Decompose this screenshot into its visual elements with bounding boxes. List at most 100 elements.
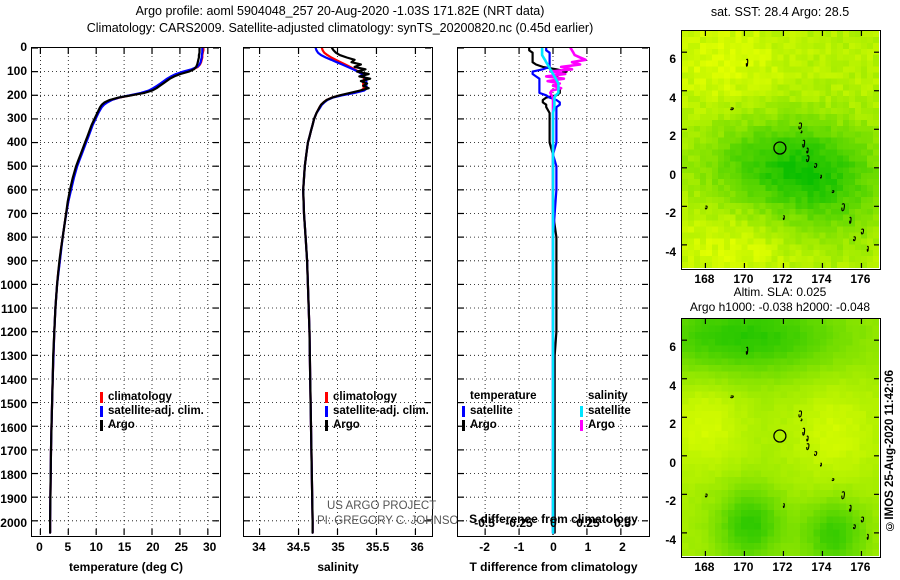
depth-tick-label: 200 [6, 87, 27, 102]
legend-item: Argo [580, 418, 631, 432]
sla-map-lat-ticks: 6 4 2 0 -2 -4 [650, 318, 681, 558]
legend-color-swatch [100, 391, 103, 403]
legend-column: salinity satellite Argo [580, 390, 631, 432]
legend-item: satellite [462, 404, 536, 418]
temperature-xticks: 0 5 10 15 20 25 30 [31, 539, 221, 555]
temperature-axis-label: temperature (deg C) [68, 560, 184, 574]
depth-tick-label: 700 [6, 206, 27, 221]
difference-profile-plot [457, 47, 650, 537]
legend-color-swatch [100, 419, 103, 431]
legend-color-swatch [100, 405, 103, 417]
legend-color-swatch [462, 419, 465, 431]
map-lat-tick: 0 [669, 455, 676, 470]
imos-watermark: ©IMOS 25-Aug-2020 11:42:06 [884, 370, 896, 532]
map-lon-tick: 176 [850, 272, 871, 286]
legend-label: satellite [470, 405, 513, 417]
depth-tick-label: 400 [6, 135, 27, 150]
axis-tick-label: 0 [550, 540, 557, 554]
sla-map-svg [682, 319, 879, 556]
salinity-legend: climatology satellite-adj. clim. Argo [325, 390, 429, 432]
legend-item: climatology [100, 390, 204, 404]
tdiff-axis-label: T difference from climatology [469, 560, 638, 574]
tdiff-xticks: -2 -1 0 1 2 [457, 539, 650, 555]
axis-tick-label: 2 [619, 540, 626, 554]
sla-map[interactable] [681, 318, 881, 558]
sla-map-coastlines [682, 319, 879, 556]
axis-tick-label: 1 [584, 540, 592, 554]
temperature-legend: climatology satellite-adj. clim. Argo [100, 390, 204, 432]
temperature-gridlines [32, 48, 219, 535]
map-lon-tick: 172 [772, 560, 793, 574]
difference-legend: temperature satellite Argo salinity satellit… [462, 390, 652, 436]
sla-map-title: Argo h1000: -0.038 h2000: -0.048 [689, 300, 871, 314]
salinity-plot-svg [244, 48, 431, 535]
legend-color-swatch [325, 391, 328, 403]
map-lat-tick: 4 [669, 378, 676, 393]
map-lat-tick: 6 [669, 340, 676, 355]
axis-tick-label: -0.25 [505, 516, 533, 530]
legend-item: Argo [325, 418, 429, 432]
legend-item: Argo [100, 418, 204, 432]
depth-tick-label: 900 [6, 254, 27, 269]
temperature-profile-plot [31, 47, 221, 537]
map-lat-tick: -4 [665, 244, 676, 259]
map-lat-tick: 2 [669, 417, 676, 432]
map-lat-tick: 4 [669, 90, 676, 105]
map-lon-tick: 176 [850, 560, 871, 574]
depth-tick-label: 100 [6, 63, 27, 78]
sst-map-cells [682, 31, 879, 268]
depth-tick-label: 1700 [0, 444, 27, 459]
depth-tick-label: 500 [6, 158, 27, 173]
map-lon-tick: 170 [733, 272, 754, 286]
sla-map-cells [682, 319, 879, 556]
map-lat-tick: -2 [665, 494, 676, 509]
axis-tick-label: 0.5 [614, 516, 631, 530]
map-lat-tick: 2 [669, 129, 676, 144]
axis-tick-label: -2 [479, 540, 490, 554]
map-lat-tick: -4 [665, 532, 676, 547]
depth-tick-label: 1800 [0, 468, 27, 483]
salinity-gridlines [244, 48, 431, 535]
map-lon-tick: 172 [772, 272, 793, 286]
temperature-plot-svg [32, 48, 219, 535]
legend-color-swatch [325, 405, 328, 417]
depth-tick-label: 600 [6, 182, 27, 197]
depth-tick-label: 2000 [0, 515, 27, 530]
difference-plot-svg [458, 48, 648, 535]
float-position-marker-sla [773, 429, 787, 443]
legend-column: temperature satellite Argo [462, 390, 536, 432]
axis-tick-label: 34.5 [286, 540, 311, 554]
sla-map-lon-ticks: 168 170 172 174 176 [681, 560, 881, 576]
main-title-line2: Climatology: CARS2009. Satellite-adjuste… [86, 21, 594, 35]
axis-tick-label: 25 [174, 540, 188, 554]
depth-tick-label: 800 [6, 230, 27, 245]
main-title-line1: Argo profile: aoml 5904048_257 20-Aug-20… [135, 4, 545, 18]
project-credit-line2: PI: GREGORY C. JOHNSON [317, 515, 467, 527]
legend-label: satellite-adj. clim. [333, 405, 429, 417]
axis-tick-label: 5 [64, 540, 72, 554]
axis-tick-label: -1 [513, 540, 525, 554]
legend-color-swatch [325, 419, 328, 431]
legend-label: Argo [470, 419, 497, 431]
axis-tick-label: 0 [36, 540, 43, 554]
sst-map[interactable] [681, 30, 881, 270]
map-lat-tick: 6 [669, 52, 676, 67]
axis-tick-label: 20 [146, 540, 160, 554]
axis-tick-label: -0.5 [474, 516, 495, 530]
depth-tick-label: 300 [6, 111, 27, 126]
legend-column-header: salinity [588, 390, 628, 402]
map-lat-tick: -2 [665, 206, 676, 221]
legend-column-header: temperature [470, 390, 537, 402]
depth-tick-label: 1100 [0, 301, 27, 316]
legend-label: satellite [588, 405, 631, 417]
depth-tick-label: 1400 [0, 373, 27, 387]
axis-tick-label: 36 [410, 540, 424, 554]
difference-curves [528, 48, 587, 534]
legend-label: Argo [588, 419, 615, 431]
legend-label: climatology [333, 391, 397, 403]
map-lon-tick: 174 [811, 272, 832, 286]
axis-tick-label: 35 [331, 540, 345, 554]
legend-label: climatology [108, 391, 172, 403]
salinity-profile-plot [243, 47, 433, 537]
axis-tick-label: 30 [202, 540, 217, 554]
